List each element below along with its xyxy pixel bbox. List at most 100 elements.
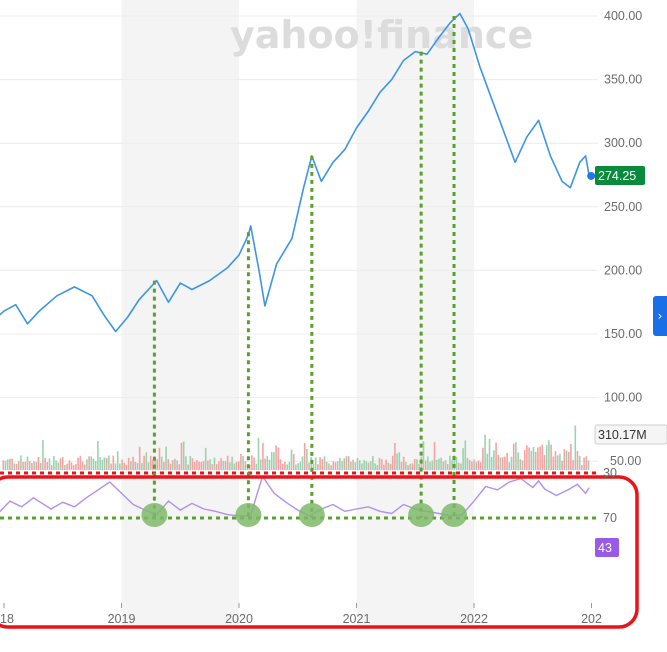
volume-bar [281, 463, 284, 470]
volume-bar [581, 465, 583, 470]
volume-bar [226, 455, 229, 470]
volume-bar [149, 455, 152, 470]
volume-bar [440, 457, 442, 470]
volume-bar [416, 459, 418, 470]
volume-bar [92, 458, 95, 470]
volume-bar [207, 460, 209, 470]
volume-bar [156, 459, 159, 470]
volume-bar [554, 451, 557, 470]
volume-bar [244, 461, 247, 470]
volume-bar [548, 440, 550, 470]
volume-bar [413, 459, 416, 470]
volume-bar [497, 454, 500, 470]
volume-bar [176, 460, 178, 470]
volume-bar [50, 465, 53, 470]
volume-bar [394, 442, 396, 470]
volume-bar [169, 463, 172, 470]
volume-bar [15, 463, 18, 470]
volume-bar [97, 441, 99, 470]
x-tick-label: 2020 [225, 612, 253, 626]
volume-bar [39, 462, 42, 470]
volume-bar [396, 453, 398, 470]
volume-bar [345, 456, 348, 470]
volume-bar [202, 461, 205, 470]
last-rsi-badge: 43 [598, 541, 612, 555]
volume-bar [145, 452, 148, 470]
volume-bar [259, 459, 262, 470]
volume-bar [471, 461, 473, 470]
volume-bar [123, 462, 126, 470]
volume-bar [17, 461, 20, 470]
volume-bar [570, 444, 572, 470]
volume-bar [220, 458, 222, 470]
last-price-badge: 274.25 [598, 169, 636, 183]
volume-bar [356, 457, 359, 470]
volume-bar [240, 453, 242, 470]
volume-bar [180, 442, 183, 470]
volume-bar [308, 462, 310, 470]
x-tick-label: 202 [581, 612, 602, 626]
last-volume-badge: 310.17M [598, 428, 647, 442]
volume-bar [116, 451, 119, 470]
side-panel-toggle-button[interactable]: › [653, 296, 667, 336]
volume-bar [323, 456, 326, 470]
volume-bar [185, 456, 187, 470]
volume-bar [530, 450, 533, 470]
volume-bar [13, 463, 16, 470]
last-rsi-badge-bg [595, 538, 619, 557]
volume-bar [407, 465, 409, 470]
volume-bar [517, 452, 519, 470]
volume-bar [552, 456, 555, 470]
volume-bar [200, 461, 203, 470]
volume-bar [273, 452, 275, 470]
rsi-highlight-box [0, 475, 639, 629]
volume-bar [292, 454, 295, 470]
volume-bar [477, 460, 480, 470]
volume-bar [354, 462, 357, 470]
volume-bar [576, 451, 579, 470]
volume-bar [70, 462, 73, 470]
volume-bar [383, 464, 385, 470]
volume-bar [167, 459, 170, 470]
volume-bar [235, 461, 238, 470]
volume-bar [317, 464, 319, 470]
volume-bar [466, 457, 469, 470]
volume-bar [275, 445, 277, 470]
volume-bar [556, 455, 559, 470]
volume-bar [572, 460, 574, 470]
volume-bar [130, 461, 132, 470]
volume-bar [488, 438, 491, 470]
volume-bar [171, 460, 174, 470]
volume-bar [90, 456, 93, 470]
volume-bar [550, 444, 552, 470]
volume-bar [431, 460, 434, 470]
volume-bar [486, 453, 489, 470]
volume-bar [574, 425, 577, 470]
volume-bar [143, 455, 145, 470]
volume-bar [94, 461, 97, 470]
volume-bar [112, 455, 115, 470]
volume-bar [510, 456, 513, 470]
volume-bar [508, 462, 511, 470]
volume-bar [361, 463, 363, 470]
volume-bar [125, 464, 128, 470]
volume-bar [389, 463, 392, 470]
volume-bar [35, 461, 38, 470]
volume-bar [363, 459, 365, 470]
volume-bar [86, 459, 88, 470]
volume-bar [158, 447, 161, 470]
volume-bar [519, 459, 522, 470]
volume-bar [380, 459, 383, 470]
volume-bar [427, 456, 429, 470]
volume-bar [88, 456, 90, 470]
last-price-badge-bg [595, 166, 645, 185]
volume-bar [501, 457, 504, 470]
volume-bar [31, 462, 33, 470]
volume-bar [66, 463, 68, 470]
volume-bar [154, 457, 156, 470]
volume-bar [339, 457, 341, 470]
volume-bar [409, 463, 412, 470]
volume-bar [299, 461, 302, 470]
volume-bar [224, 460, 227, 470]
